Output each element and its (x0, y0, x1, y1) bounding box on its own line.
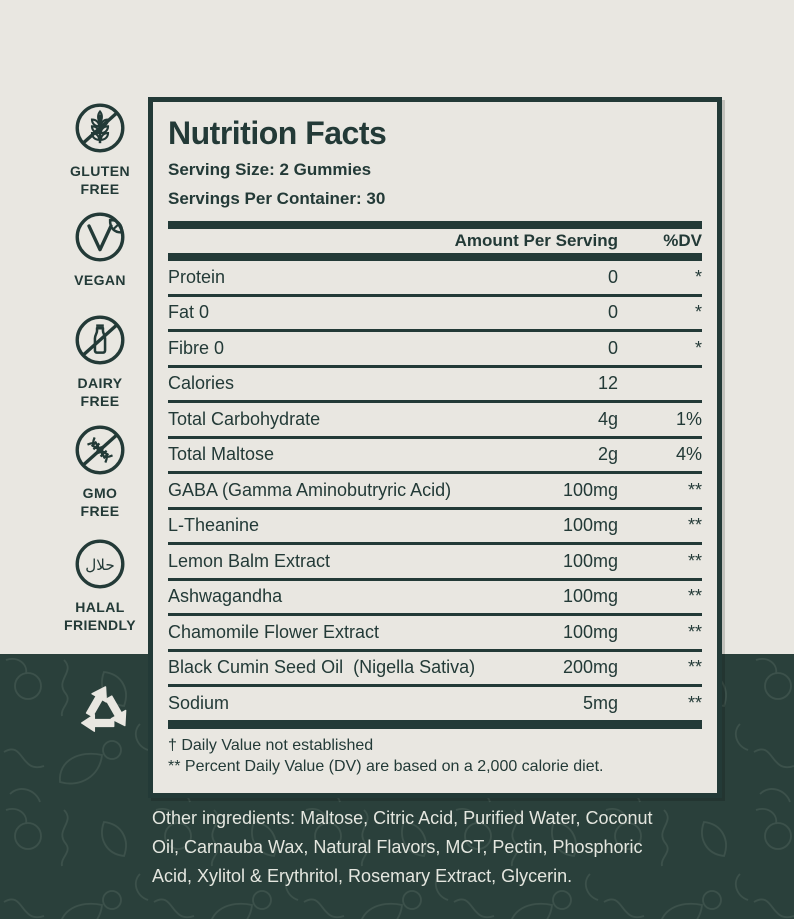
halal-arabic-text: حلال (85, 556, 114, 574)
nutrition-facts-panel: Nutrition Facts Serving Size: 2 Gummies … (148, 97, 722, 798)
table-row: Protein 0 * (168, 261, 702, 297)
divider-thick (168, 221, 702, 229)
row-name: Fat 0 (168, 302, 210, 323)
halal-icon: حلال (75, 539, 125, 589)
row-name: GABA (Gamma Aminobutryric Acid) (168, 479, 452, 500)
table-row: Sodium 5mg ** (168, 687, 702, 720)
badge-dairy-free: DAIRY FREE (40, 313, 160, 410)
row-dv: ** (687, 515, 702, 536)
row-amount: 100mg (562, 586, 618, 607)
row-amount: 0 (607, 302, 618, 323)
row-amount: 0 (607, 337, 618, 358)
table-row: Black Cumin Seed Oil (Nigella Sativa) 200… (168, 652, 702, 687)
badge-label: DAIRY FREE (77, 375, 123, 409)
table-row: Fat 0 0 * (168, 297, 702, 332)
row-amount: 100mg (562, 479, 618, 500)
badge-gmo-free: GMO FREE (40, 423, 160, 520)
row-name: Chamomile Flower Extract (168, 621, 380, 642)
row-dv: ** (687, 550, 702, 571)
divider-thick (168, 253, 702, 261)
row-amount: 4g (597, 408, 618, 429)
divider-thick (168, 719, 702, 729)
row-name: Ashwagandha (168, 586, 283, 607)
row-name: Sodium (168, 692, 230, 713)
row-name: Total Carbohydrate (168, 408, 321, 429)
badge-gluten-free: GLUTEN FREE (40, 101, 160, 198)
table-row: Calories 12 (168, 368, 702, 403)
row-dv: * (694, 337, 702, 358)
footnote-daily-value: † Daily Value not established (168, 736, 374, 754)
table-row: L-Theanine 100mg ** (168, 510, 702, 545)
row-dv: * (694, 266, 702, 287)
row-amount: 200mg (562, 657, 618, 678)
row-name: Calories (168, 373, 235, 394)
servings-per-container: Servings Per Container: 30 (168, 189, 386, 208)
badge-vegan: VEGAN (40, 210, 160, 290)
vegan-leaf-icon (75, 212, 125, 262)
table-row: Chamomile Flower Extract 100mg ** (168, 616, 702, 652)
badge-label: GLUTEN FREE (70, 163, 130, 197)
row-name: Protein (168, 266, 226, 287)
row-dv: 1% (675, 408, 702, 429)
row-name: Lemon Balm Extract (168, 550, 331, 571)
wheat-crossed-icon (75, 103, 125, 153)
row-amount: 5mg (582, 692, 618, 713)
column-header-dv: %DV (663, 231, 702, 250)
nutrient-table: Protein 0 * Fat 0 0 * Fibre 0 0 * Calories 12 Total… (168, 261, 702, 720)
row-dv: ** (687, 692, 702, 713)
footnote-percent-dv: ** Percent Daily Value (DV) are based on… (168, 757, 604, 775)
row-dv: ** (687, 657, 702, 678)
row-dv: ** (687, 479, 702, 500)
row-name: Fibre 0 (168, 337, 225, 358)
badge-label: VEGAN (74, 272, 126, 288)
badge-label: HALAL FRIENDLY (64, 599, 136, 633)
row-name: L-Theanine (168, 515, 260, 536)
row-name: Black Cumin Seed Oil (Nigella Sativa) (168, 657, 476, 678)
row-amount: 2g (597, 444, 618, 465)
row-amount: 100mg (562, 621, 618, 642)
row-amount: 0 (607, 266, 618, 287)
recycle-icon (73, 674, 135, 743)
table-row: Total Carbohydrate 4g 1% (168, 403, 702, 439)
row-dv: ** (687, 586, 702, 607)
serving-size: Serving Size: 2 Gummies (168, 160, 372, 179)
column-header-amount: Amount Per Serving (454, 231, 618, 250)
dna-crossed-icon (75, 425, 125, 475)
row-dv: ** (687, 621, 702, 642)
badge-label: GMO FREE (80, 485, 120, 519)
table-row: Total Maltose 2g 4% (168, 439, 702, 474)
row-dv: * (694, 302, 702, 323)
nutrition-facts-title: Nutrition Facts (168, 115, 387, 151)
row-name: Total Maltose (168, 444, 275, 465)
badge-halal-friendly: حلال HALAL FRIENDLY (40, 537, 160, 634)
other-ingredients-text: Other ingredients: Maltose, Citric Acid,… (152, 808, 653, 886)
row-amount: 100mg (562, 515, 618, 536)
row-amount: 100mg (562, 550, 618, 571)
footnotes: † Daily Value not established ** Percent… (168, 735, 702, 777)
table-row: GABA (Gamma Aminobutryric Acid) 100mg ** (168, 474, 702, 510)
table-row: Lemon Balm Extract 100mg ** (168, 545, 702, 581)
table-row: Ashwagandha 100mg ** (168, 581, 702, 616)
table-header-row: Amount Per Serving %DV (168, 229, 702, 253)
row-amount: 12 (597, 373, 618, 394)
table-row: Fibre 0 0 * (168, 332, 702, 368)
row-dv: 4% (675, 444, 702, 465)
milk-bottle-crossed-icon (75, 315, 125, 365)
